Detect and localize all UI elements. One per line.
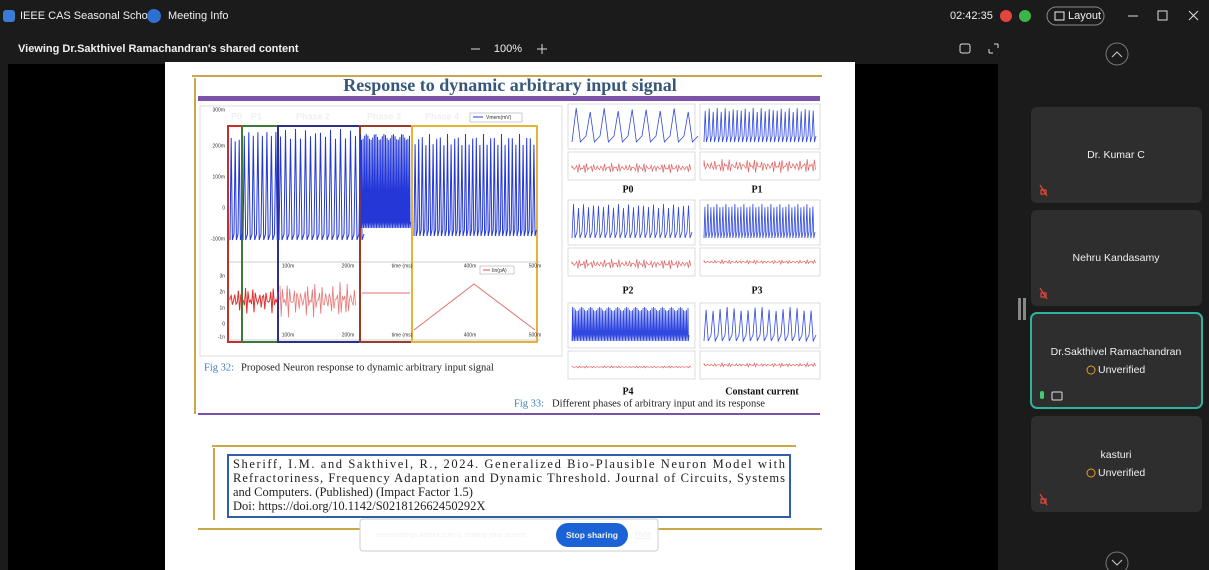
status-icon [1019,10,1031,22]
x-axis-label: 200m [342,263,355,269]
reference-line: Refractoriness, Frequency Adaptation and… [233,471,785,485]
y-axis-label: 2n [219,289,225,295]
viewing-label: Viewing Dr.Sakthivel Ramachandran's shar… [18,43,299,55]
screen: IEEE CAS Seasonal School Meeting Info 02… [0,0,1209,570]
x-axis-label: time (ms) [392,263,413,269]
x-axis-label: 500m [529,332,542,338]
participant-tile[interactable] [1031,313,1202,408]
x-axis-label: 200m [342,332,355,338]
panel-frame [700,200,820,245]
y-axis-label: -100m [211,236,225,242]
x-axis-label: 500m [529,263,542,269]
participant-tile[interactable] [1031,416,1202,512]
stop-sharing-label[interactable]: Stop sharing [566,530,618,540]
hide-link[interactable]: Hide [635,530,652,539]
panel-label: P4 [622,386,633,397]
panel-label: P0 [622,184,633,195]
panel-frame [568,351,695,379]
legend-label: Vmem(mV) [486,115,512,121]
participant-name: kasturi [1101,449,1132,461]
share-banner: ieeemeetings.webex.com is sharing your s… [360,519,658,551]
x-axis-label: 400m [464,263,477,269]
panel-label: P1 [751,184,762,195]
phase-label: P0 [231,111,242,121]
panel-frame [568,104,695,149]
participant-status: Unverified [1098,467,1145,479]
panel-frame [700,303,820,348]
panel-label: P2 [622,285,633,296]
resize-handle[interactable] [1018,298,1021,320]
caption-number: Fig 33: [514,398,544,409]
waveform [361,134,411,228]
y-axis-label: 200m [212,143,225,149]
title-underline [198,96,820,101]
legend-label: Iin(pA) [492,268,507,274]
participant-status: Unverified [1098,364,1145,376]
y-axis-label: 0 [222,321,225,327]
info-icon[interactable] [147,9,161,23]
timer: 02:42:35 [950,10,993,22]
panel-frame [700,152,820,180]
panel-label: Constant current [725,386,799,397]
y-axis-label: 0 [222,205,225,211]
participant-name: Dr.Sakthivel Ramachandran [1051,346,1182,358]
caption-number: Fig 32: [204,362,234,373]
phase-label: Phase 2 [296,111,330,121]
layout-label[interactable]: Layout [1068,10,1101,22]
page: {"window": {"app_title": "IEEE CAS Seaso… [0,0,1209,570]
participant-name: Dr. Kumar C [1087,149,1145,161]
y-axis-label: 3n [219,273,225,279]
phase-label: Phase 3 [367,111,401,121]
x-axis-label: 100m [282,332,295,338]
meeting-info[interactable]: Meeting Info [168,10,229,22]
x-axis-label: 100m [282,263,295,269]
y-axis-label: 1n [219,305,225,311]
caption: Proposed Neuron response to dynamic arbi… [241,362,494,373]
reference-line: and Computers. (Published) (Impact Facto… [233,485,473,499]
phase-label: P1 [251,111,262,121]
x-axis-label: time (ms) [392,332,413,338]
recording-icon [1000,10,1012,22]
reference-line: Sheriff, I.M. and Sakthivel, R., 2024. G… [233,457,786,471]
x-axis-label: 400m [464,332,477,338]
y-axis-label: -1n [218,334,225,340]
y-axis-label: 300m [212,107,225,113]
slide-title: Response to dynamic arbitrary input sign… [343,75,677,95]
share-message: ieeemeetings.webex.com is sharing your s… [376,532,527,539]
app-title: IEEE CAS Seasonal School [20,10,156,22]
y-axis-label: 100m [212,174,225,180]
zoom-level: 100% [494,43,522,55]
caption: Different phases of arbitrary input and … [552,398,765,409]
reference-doi: Doi: https://doi.org/10.1142/S0218126624… [233,499,485,513]
figure-32: P0 P1 Phase 2 Phase 3 Phase 4 Vmem(mV) I… [200,106,562,373]
slide: Response to dynamic arbitrary input sign… [165,62,855,570]
app-icon [3,10,15,22]
participant-name: Nehru Kandasamy [1073,252,1161,264]
panel-frame [568,200,695,245]
panel-label: P3 [751,285,762,296]
resize-handle[interactable] [1023,298,1026,320]
phase-label: Phase 4 [425,111,459,121]
mic-icon [1040,391,1044,399]
